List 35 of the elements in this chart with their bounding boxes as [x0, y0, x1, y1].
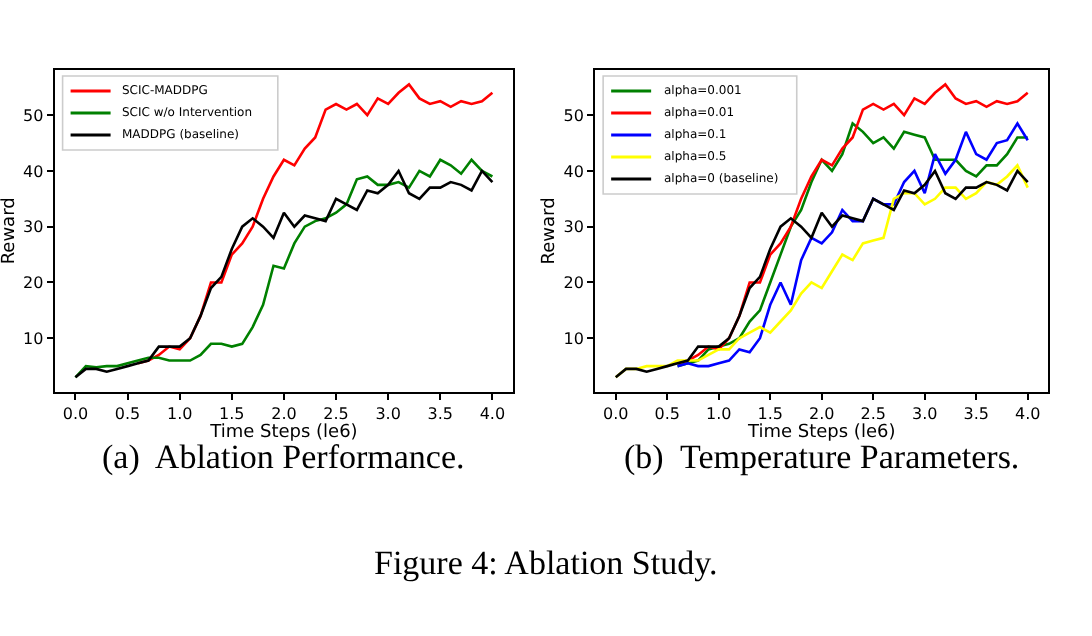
x-tick-label: 0.5 — [654, 404, 680, 423]
y-axis-title: Reward — [540, 197, 561, 265]
text: (b) Temperature Parameters. — [624, 438, 1020, 476]
x-tick-label: 0.5 — [114, 404, 141, 423]
y-tick-label: 20 — [563, 274, 584, 293]
x-tick-label: 1.0 — [706, 404, 732, 423]
y-tick-label: 10 — [23, 329, 44, 348]
y-tick-label: 50 — [23, 106, 44, 125]
x-axis-title: Time Steps (le6) — [746, 422, 896, 443]
caption: Figure 4: Ablation Study. — [374, 544, 718, 582]
x-tick-label: 3.5 — [963, 404, 989, 423]
y-tick-label: 50 — [563, 106, 584, 125]
x-tick-label: 2.5 — [323, 404, 349, 423]
x-tick-label: 4.0 — [479, 404, 506, 423]
x-tick-label: 3.5 — [427, 404, 454, 423]
y-tick-label: 10 — [563, 329, 584, 348]
x-tick-label: 2.0 — [271, 404, 297, 423]
x-tick-label: 1.0 — [166, 404, 193, 423]
y-axis-title: Reward — [0, 197, 20, 265]
x-tick-label: 1.5 — [219, 404, 245, 423]
y-tick-label: 30 — [563, 218, 584, 237]
y-tick-label: 40 — [563, 162, 584, 181]
x-axis-title: Time Steps (le6) — [208, 422, 358, 443]
x-tick-label: 2.0 — [808, 404, 835, 423]
x-tick-label: 3.0 — [911, 404, 938, 423]
x-tick-label: 1.5 — [757, 404, 783, 423]
x-tick-label: 2.5 — [860, 404, 886, 423]
x-tick-label: 0.0 — [603, 404, 629, 423]
text: (a) Ablation Performance. — [102, 438, 465, 476]
y-tick-label: 20 — [23, 274, 44, 293]
x-tick-label: 3.0 — [375, 404, 401, 423]
y-tick-label: 30 — [23, 218, 44, 237]
x-tick-label: 4.0 — [1014, 404, 1041, 423]
y-tick-label: 40 — [23, 162, 44, 181]
x-tick-label: 0.0 — [62, 404, 89, 423]
